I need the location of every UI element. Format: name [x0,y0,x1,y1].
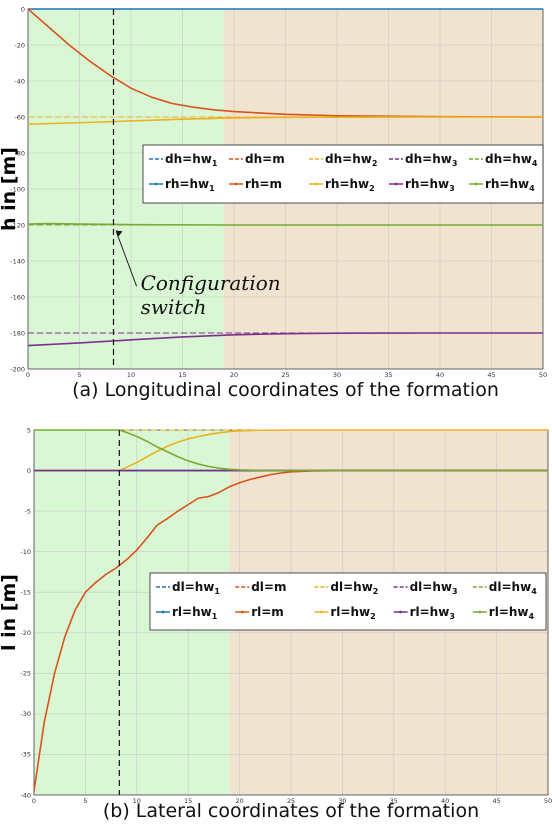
y-tick-label: -25 [20,670,31,678]
y-tick-label: -5 [25,507,31,515]
series-line-7 [27,116,543,125]
legend-label: rl=hw4 [489,605,535,621]
y-tick-label: -40 [14,77,25,85]
y-tick-label: -30 [20,710,31,718]
y-tick-label: -200 [10,365,25,373]
legend-label: dh=hw4 [485,152,538,168]
legend-label: rh=hw2 [325,177,375,193]
panel-lateral: 0 5 10 15 20 25 30 35 40 45 5050-5-10-15-20-25-30-… [0,426,552,822]
x-tick-label: 20 [230,371,238,379]
legend-label: dl=hw1 [172,580,220,596]
legend-label: dh=hw2 [325,152,377,168]
y-tick-label: -180 [10,329,25,337]
legend-label: dl=hw4 [489,580,537,596]
legend-label: rl=hw3 [410,605,455,621]
legend-label: dh=hw3 [405,152,457,168]
x-tick-label: 15 [184,797,192,805]
panel-caption: (a) Longitudinal coordinates of the form… [72,379,499,401]
y-axis-label: l in [m] [0,574,20,651]
legend-box [149,572,547,631]
legend-label: dh=hw1 [165,152,218,168]
legend-marker [474,182,478,186]
x-tick-label: 10 [127,371,135,379]
legend-label: dl=m [251,580,286,594]
legend-label: dh=m [245,152,285,166]
legend-marker [320,610,323,614]
y-tick-label: 0 [27,467,31,475]
legend: dl=hw1 dl=m dl=hw2 dl=hw3 dl=hw4 rl=hw1 rl=m rl… [149,572,547,631]
y-tick-label: -20 [14,41,25,49]
x-tick-label: 45 [492,797,500,805]
y-tick-label: -100 [10,185,25,193]
legend-label: dl=hw2 [330,580,378,596]
legend-marker [154,182,158,186]
series-line-8 [27,332,543,347]
x-tick-label: 25 [281,371,289,379]
series-line-9 [27,222,543,226]
legend-label: rh=m [245,177,282,191]
x-tick-label: 45 [487,371,495,379]
x-tick-label: 40 [436,371,444,379]
legend-marker [240,610,244,614]
y-tick-label: -20 [20,629,31,637]
x-tick-label: 10 [133,797,141,805]
x-tick-label: 30 [338,797,346,805]
series-line-6 [33,469,548,792]
legend-marker [478,610,482,614]
y-tick-label: -80 [14,149,25,157]
annotation-arrow [116,232,138,287]
legend-marker [314,182,318,186]
series-line-9 [34,429,548,472]
legend-marker [399,610,402,614]
y-tick-label: -35 [20,751,31,759]
legend-label: rl=hw1 [172,605,218,621]
x-tick-label: 20 [235,797,243,805]
panel-longitudinal: 0 5 10 15 20 25 30 35 40 45 50 0 -20 -40 -60 -80 -100 -12… [0,5,547,401]
x-tick-label: 30 [333,371,341,379]
y-tick-label: 0 [21,5,25,13]
annotation-line-1: Configuration [141,271,281,295]
series-line-7 [34,429,548,472]
legend-label: rh=hw1 [165,177,215,193]
annotation-arrowhead [115,230,123,237]
x-tick-label: 35 [390,797,398,805]
y-tick-label: -140 [10,257,25,265]
y-tick-label: -60 [14,113,25,121]
x-tick-label: 5 [77,371,81,379]
y-tick-label: -40 [20,791,31,799]
legend: dh=hw1 dh=m dh=hw2 dh=hw3 dh=hw4 rh=hw1 rh=m rh… [142,144,544,204]
legend-marker [234,182,238,186]
x-tick-label: 25 [287,797,295,805]
x-tick-label: 40 [441,797,449,805]
legend-label: rl=m [251,605,284,619]
y-tick-label: 5 [27,426,31,434]
x-tick-label: 0 [26,371,30,379]
legend-label: dl=hw3 [410,580,458,596]
legend-label: rl=hw2 [330,605,375,621]
y-tick-label: -120 [10,221,25,229]
panel-caption: (b) Lateral coordinates of the formation [103,800,479,822]
x-tick-label: 5 [83,797,87,805]
x-tick-label: 50 [544,797,552,805]
legend-marker [394,182,398,186]
x-tick-label: 35 [384,371,392,379]
y-axis-label: h in [m] [0,147,20,231]
annotation-line-2: switch [141,295,207,319]
legend-label: rh=hw3 [405,177,455,193]
legend-marker [161,610,165,614]
x-tick-label: 0 [32,797,36,805]
series-line-6 [27,8,544,118]
legend-box [142,144,544,204]
x-tick-label: 15 [178,371,186,379]
y-tick-label: -160 [10,293,25,301]
x-tick-label: 50 [539,371,547,379]
y-tick-label: -10 [20,548,31,556]
legend-label: rh=hw4 [485,177,535,193]
y-tick-label: -15 [20,589,31,597]
